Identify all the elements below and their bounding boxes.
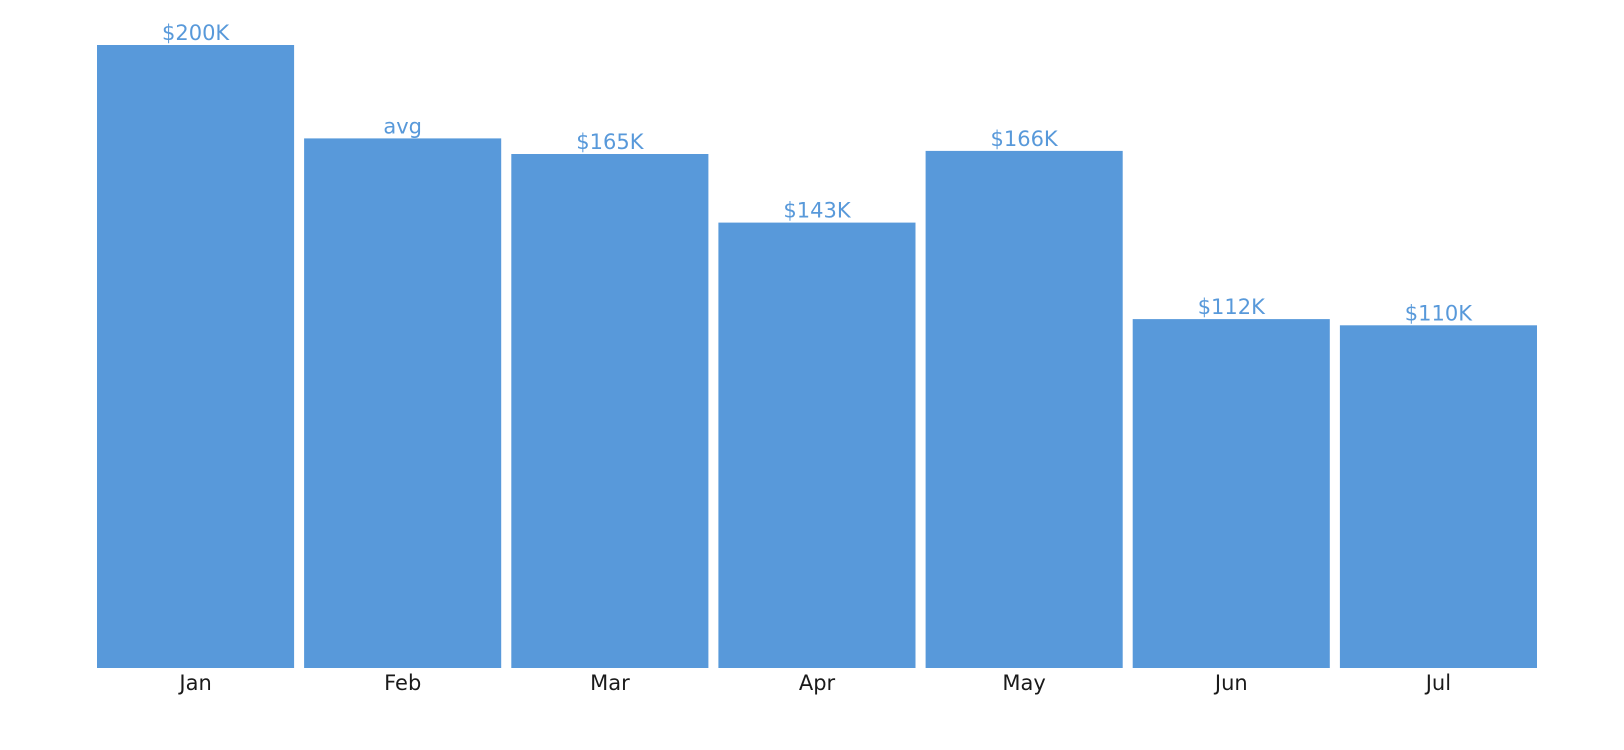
bar-feb: [304, 138, 502, 668]
data-labels-layer: $200K avg $165K $143K $166K $112K $110K: [162, 21, 1473, 325]
bar-jul: [1339, 325, 1537, 668]
bar-mar: [511, 154, 709, 668]
x-tick-label-apr: Apr: [799, 671, 836, 695]
data-label-jun: $112K: [1198, 295, 1266, 319]
data-label-may: $166K: [990, 127, 1058, 151]
data-label-jul: $110K: [1405, 301, 1473, 325]
x-tick-label-may: May: [1002, 671, 1045, 695]
data-label-jan: $200K: [162, 21, 230, 45]
bar-jan: [97, 45, 295, 668]
x-axis-tick-labels: Jan Feb Mar Apr May Jun Jul: [177, 671, 1451, 695]
bar-jun: [1132, 319, 1330, 668]
data-label-feb: avg: [383, 114, 422, 138]
bars-layer: [97, 45, 1537, 668]
bar-apr: [718, 222, 916, 668]
x-tick-label-mar: Mar: [590, 671, 630, 695]
x-tick-label-jun: Jun: [1213, 671, 1248, 695]
x-tick-label-jan: Jan: [177, 671, 211, 695]
x-tick-label-feb: Feb: [384, 671, 421, 695]
data-label-apr: $143K: [783, 199, 851, 223]
x-tick-label-jul: Jul: [1424, 671, 1451, 695]
data-label-mar: $165K: [576, 130, 644, 154]
bar-may: [925, 150, 1123, 668]
